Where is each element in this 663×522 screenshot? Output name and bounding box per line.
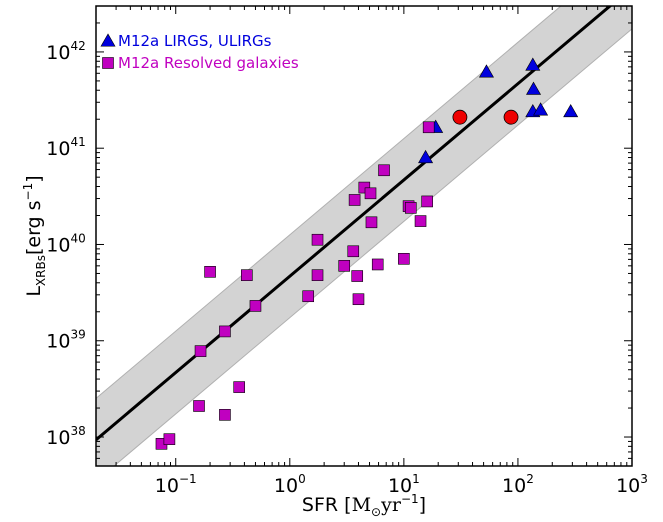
resolved-galaxy-point xyxy=(311,269,324,281)
resolved-galaxy-point xyxy=(233,381,245,393)
y-tick-label: 1038 xyxy=(46,424,85,449)
scatter-band-area xyxy=(96,6,632,466)
x-tick-label: 10−1 xyxy=(155,472,197,497)
resolved-galaxy-point xyxy=(378,164,390,177)
resolved-galaxy-point xyxy=(352,293,365,306)
x-axis-label: SFR [M⊙yr−1] xyxy=(302,492,426,519)
resolved-galaxy-point xyxy=(364,187,377,200)
resolved-galaxy-point xyxy=(348,194,361,206)
resolved-galaxy-point xyxy=(194,345,207,357)
x-tick-label: 103 xyxy=(616,472,648,497)
legend-marker xyxy=(102,57,114,69)
resolved-galaxy-point xyxy=(204,266,216,278)
y-tick-label: 1039 xyxy=(46,328,85,353)
resolved-galaxy-point xyxy=(371,258,384,271)
resolved-galaxy-point xyxy=(338,260,351,272)
resolved-galaxy-point xyxy=(404,202,417,214)
y-tick-label: 1042 xyxy=(46,39,85,64)
fit-line xyxy=(96,6,613,441)
highlight-point xyxy=(503,109,519,125)
resolved-galaxy-point xyxy=(219,325,231,338)
resolved-galaxy-point xyxy=(249,300,262,312)
uncertainty-band xyxy=(96,6,632,466)
lirg-point xyxy=(533,102,549,116)
resolved-galaxy-point xyxy=(347,245,360,258)
lirg-point xyxy=(525,57,541,71)
resolved-galaxy-point xyxy=(193,400,205,412)
resolved-galaxy-point xyxy=(219,409,231,421)
x-tick-label: 100 xyxy=(274,472,306,497)
lirg-point xyxy=(526,81,542,95)
y-tick-label: 1041 xyxy=(46,135,85,160)
resolved-galaxy-point xyxy=(421,195,433,208)
x-tick-label: 102 xyxy=(502,472,534,497)
resolved-galaxy-point xyxy=(398,252,410,265)
lirg-point xyxy=(478,64,494,78)
axis-ticks: 10−1 100 101 102 103 1038 1039 1040 1041 1042 xyxy=(46,6,648,497)
resolved-galaxy-point xyxy=(422,121,435,134)
resolved-galaxy-point xyxy=(163,433,176,445)
legend-label: M12a LIRGS, ULIRGs xyxy=(118,32,272,50)
data-points xyxy=(155,57,579,450)
lirg-point xyxy=(418,149,434,164)
best-fit-line xyxy=(96,6,613,441)
x-tick-label: 101 xyxy=(388,472,420,497)
resolved-galaxy-point xyxy=(414,215,427,227)
resolved-galaxy-point xyxy=(311,233,324,246)
legend: M12a LIRGS, ULIRGs M12a Resolved galaxies xyxy=(100,32,299,72)
resolved-galaxy-point xyxy=(302,290,315,303)
resolved-galaxy-point xyxy=(351,270,364,282)
resolved-galaxy-point xyxy=(241,269,253,281)
resolved-galaxy-point xyxy=(365,216,378,229)
legend-marker xyxy=(100,33,116,47)
y-tick-label: 1040 xyxy=(46,231,85,256)
highlight-point xyxy=(452,109,468,125)
legend-label: M12a Resolved galaxies xyxy=(118,54,299,72)
y-axis-label: LXRBs[erg s−1] xyxy=(21,175,48,296)
plot-frame xyxy=(95,5,633,467)
lirg-point xyxy=(563,103,579,118)
